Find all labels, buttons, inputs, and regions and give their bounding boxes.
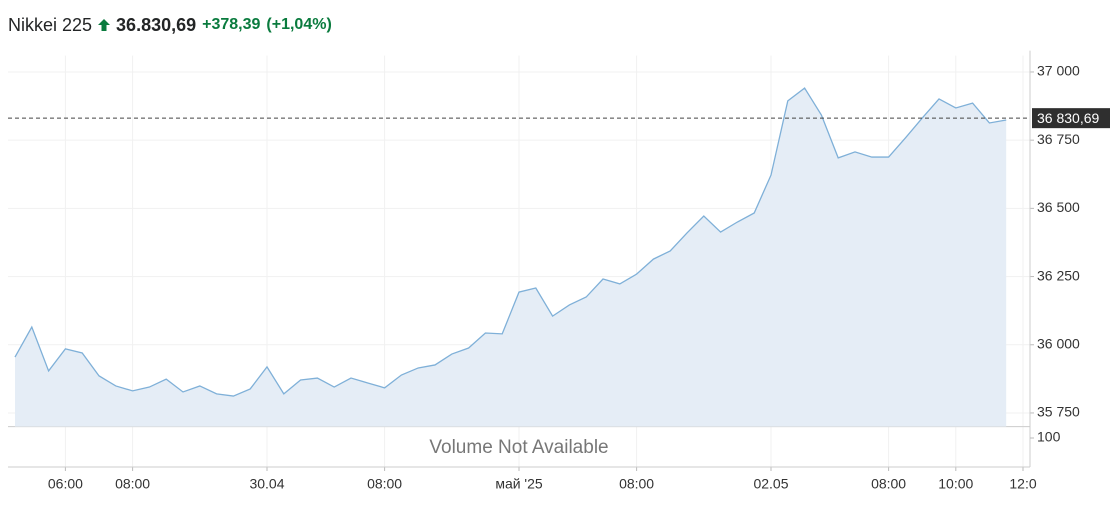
change-percent: (+1,04%) xyxy=(266,16,332,33)
x-tick-label: 08:00 xyxy=(367,476,402,492)
area xyxy=(15,88,1007,427)
x-tick-label: 02.05 xyxy=(753,476,788,492)
x-tick-label: 30.04 xyxy=(249,476,284,492)
x-tick-label: май '25 xyxy=(495,476,543,492)
x-tick-label: 08:00 xyxy=(115,476,150,492)
y-tick-label: 36 000 xyxy=(1037,335,1080,351)
x-tick-label: 10:00 xyxy=(938,476,973,492)
price: 36.830,69 xyxy=(116,14,197,35)
header: Nikkei 225 36.830,69 +378,39 (+1,04%) xyxy=(8,12,332,38)
instrument-name: Nikkei 225 xyxy=(8,14,93,35)
y-tick-label: 35 750 xyxy=(1037,404,1080,420)
y-tick-label: 36 250 xyxy=(1037,267,1080,283)
x-tick-label: 06:00 xyxy=(48,476,83,492)
x-tick-label: 12:0 xyxy=(1009,476,1036,492)
y-tick-label: 36 750 xyxy=(1037,131,1080,147)
x-tick-label: 08:00 xyxy=(619,476,654,492)
change: +378,39 xyxy=(202,16,261,33)
y-tick-label: 36 500 xyxy=(1037,199,1080,215)
last-price-box xyxy=(1032,108,1110,129)
y-tick-label: 37 000 xyxy=(1037,63,1080,79)
volume-note: Volume Not Available xyxy=(429,437,608,458)
last-price-label: 36 830,69 xyxy=(1037,110,1099,126)
up-arrow xyxy=(98,19,111,31)
line xyxy=(14,87,1007,397)
volume-tick-label: 100 xyxy=(1037,429,1061,445)
x-tick-label: 08:00 xyxy=(871,476,906,492)
